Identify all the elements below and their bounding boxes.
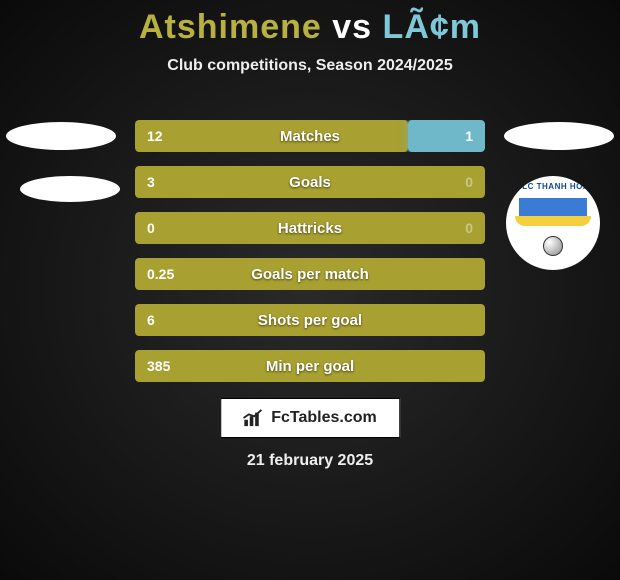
stat-value-left: 385	[147, 358, 170, 374]
stat-bar-right: 1	[408, 120, 485, 152]
stat-row: 00Hattricks	[135, 212, 485, 244]
club-name: FLC THANH HÓA	[506, 182, 600, 191]
club-logo-bridge	[515, 216, 591, 226]
stat-bar-full: 30	[135, 166, 485, 198]
stat-value-right: 0	[465, 220, 473, 236]
stat-row: 121Matches	[135, 120, 485, 152]
chart-icon	[243, 409, 265, 427]
stat-row: 6Shots per goal	[135, 304, 485, 336]
stat-row: 30Goals	[135, 166, 485, 198]
subtitle: Club competitions, Season 2024/2025	[0, 57, 620, 75]
date-text: 21 february 2025	[0, 452, 620, 470]
branding-text: FcTables.com	[271, 409, 377, 427]
title-right: LÃ¢m	[383, 8, 481, 46]
stat-bar-full: 385	[135, 350, 485, 382]
stat-value-right: 0	[465, 174, 473, 190]
player-right-placeholder	[504, 122, 614, 150]
stat-row: 0.25Goals per match	[135, 258, 485, 290]
stat-value-left: 0	[147, 220, 155, 236]
stat-bar-full: 00	[135, 212, 485, 244]
player-left-placeholder-1	[6, 122, 116, 150]
stat-value-left: 12	[147, 128, 163, 144]
stat-bar-left: 12	[135, 120, 408, 152]
stat-value-right: 1	[465, 128, 473, 144]
stat-value-left: 6	[147, 312, 155, 328]
stat-bar-full: 0.25	[135, 258, 485, 290]
page-title: Atshimene vs LÃ¢m	[0, 0, 620, 47]
branding-badge[interactable]: FcTables.com	[220, 398, 400, 438]
title-left: Atshimene	[139, 8, 322, 46]
stat-value-left: 3	[147, 174, 155, 190]
player-left-placeholder-2	[20, 176, 120, 202]
stat-row: 385Min per goal	[135, 350, 485, 382]
club-logo: FLC THANH HÓA	[506, 176, 600, 270]
stat-value-left: 0.25	[147, 266, 174, 282]
club-logo-ball	[543, 236, 563, 256]
title-vs: vs	[332, 8, 372, 46]
stat-bars: 121Matches30Goals00Hattricks0.25Goals pe…	[135, 120, 485, 396]
stat-bar-full: 6	[135, 304, 485, 336]
